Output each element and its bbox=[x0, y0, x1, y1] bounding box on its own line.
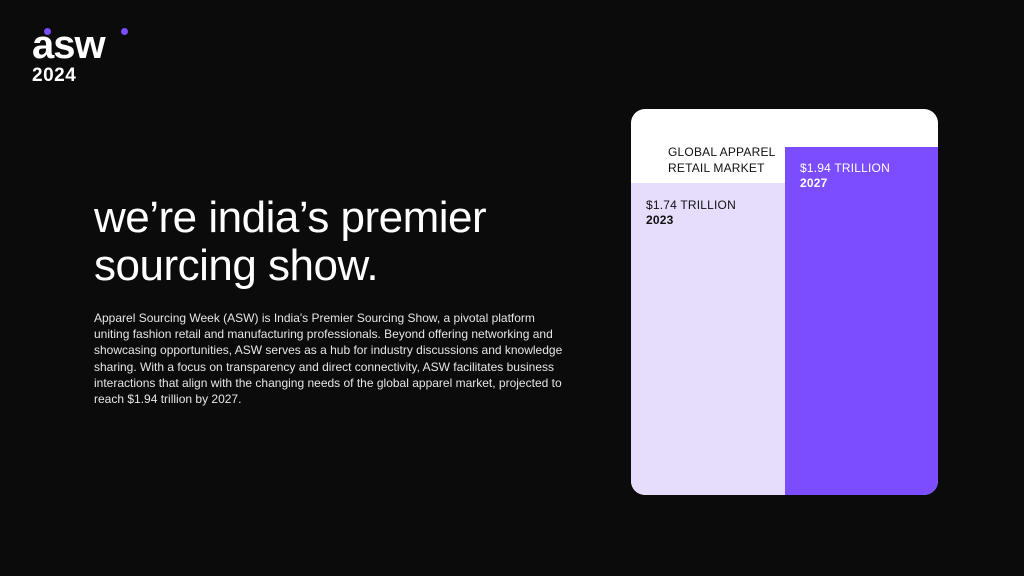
market-chart-card: GLOBAL APPAREL RETAIL MARKET $1.74 TRILL… bbox=[631, 109, 938, 495]
chart-title: GLOBAL APPAREL RETAIL MARKET bbox=[668, 144, 776, 176]
asw-logo: asw 2024 bbox=[32, 25, 128, 86]
bar-2027: $1.94 TRILLION 2027 bbox=[785, 147, 938, 495]
chart-title-line-1: GLOBAL APPAREL bbox=[668, 145, 776, 159]
headline-line-2: sourcing show. bbox=[94, 241, 379, 290]
logo-dot-right bbox=[121, 28, 128, 35]
page-headline: we’re india’s premier sourcing show. bbox=[94, 194, 594, 290]
bar-year-2027: 2027 bbox=[800, 176, 828, 190]
headline-line-1: we’re india’s premier bbox=[94, 193, 487, 242]
bar-value-2027: $1.94 TRILLION bbox=[800, 161, 890, 175]
bar-value-2023: $1.74 TRILLION bbox=[646, 198, 736, 212]
bar-2023: $1.74 TRILLION 2023 bbox=[631, 183, 785, 495]
logo-dot-left bbox=[44, 28, 51, 35]
bar-year-2023: 2023 bbox=[646, 213, 674, 227]
bar-label-2027: $1.94 TRILLION 2027 bbox=[800, 161, 890, 191]
logo-wordmark: asw bbox=[32, 25, 128, 65]
logo-year: 2024 bbox=[32, 65, 77, 86]
intro-paragraph: Apparel Sourcing Week (ASW) is India's P… bbox=[94, 311, 563, 407]
bar-label-2023: $1.74 TRILLION 2023 bbox=[646, 198, 736, 228]
chart-title-line-2: RETAIL MARKET bbox=[668, 161, 765, 175]
